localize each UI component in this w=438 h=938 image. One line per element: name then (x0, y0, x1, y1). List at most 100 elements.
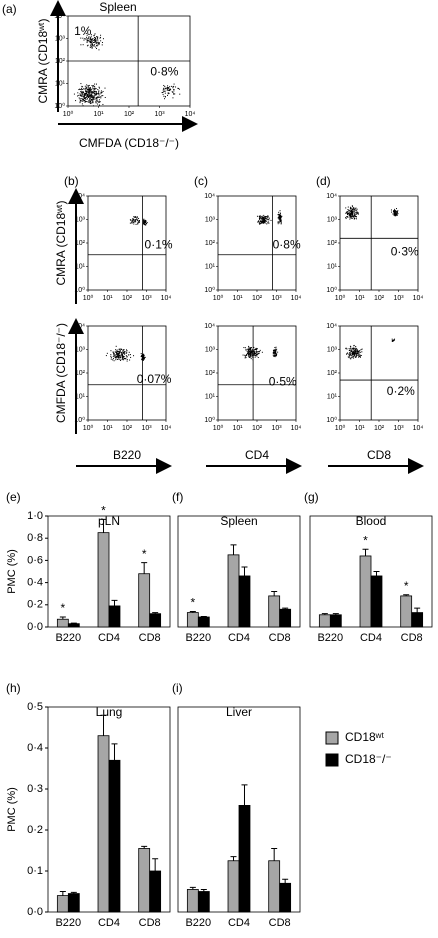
panel-title: Spleen (99, 0, 136, 14)
event-dot (393, 211, 395, 213)
event-dot (84, 85, 86, 87)
event-dot (86, 91, 88, 93)
event-dot (83, 93, 85, 95)
event-dot (357, 213, 359, 215)
event-dot (267, 218, 269, 220)
event-dot (90, 46, 92, 48)
event-dot (133, 223, 135, 225)
event-dot (351, 353, 353, 355)
event-dot (83, 98, 85, 100)
quadrant-percent: 0·2% (387, 384, 415, 398)
error-bar (414, 607, 421, 613)
y-tick-label: 0·2 (27, 599, 43, 611)
event-dot (350, 216, 352, 218)
event-dot (135, 219, 137, 221)
event-dot (91, 47, 93, 49)
event-dot (94, 44, 96, 46)
event-dot (97, 100, 99, 102)
event-dot (86, 88, 88, 90)
event-dot (138, 219, 140, 221)
x-tick-label: 10² (122, 425, 133, 432)
x-tick-label: 10⁰ (213, 424, 224, 432)
event-dot (244, 354, 246, 356)
error-bar (362, 548, 369, 556)
event-dot (82, 105, 84, 107)
x-tick-label: 10¹ (354, 425, 365, 432)
y-tick-label: 0·3 (27, 783, 43, 795)
event-dot (88, 88, 90, 90)
event-dot (141, 356, 143, 358)
significance-star: * (191, 596, 196, 610)
event-dot (143, 358, 145, 360)
event-dot (348, 354, 350, 356)
event-dot (87, 96, 89, 98)
event-dot (91, 91, 93, 93)
event-dot (394, 338, 396, 340)
event-dot (97, 93, 99, 95)
event-dot (257, 354, 259, 356)
bar (400, 595, 413, 628)
event-dot (250, 347, 252, 349)
event-dot (90, 40, 92, 42)
event-dot (394, 210, 396, 212)
event-dot (280, 221, 282, 223)
event-dot (361, 351, 363, 353)
event-dot (254, 353, 256, 355)
bar (108, 605, 121, 628)
event-dot (259, 215, 261, 217)
event-dot (84, 92, 86, 94)
event-dot (244, 355, 246, 357)
event-dot (87, 95, 89, 97)
event-dot (263, 217, 265, 219)
event-dot (117, 355, 119, 357)
event-dot (91, 92, 93, 94)
event-dot (84, 99, 86, 101)
event-dot (254, 354, 256, 356)
event-dot (252, 351, 254, 353)
event-dot (261, 218, 263, 220)
event-dot (351, 212, 353, 214)
event-dot (276, 348, 278, 350)
event-dot (143, 220, 145, 222)
event-dot (356, 353, 358, 355)
event-dot (82, 92, 84, 94)
event-dot (91, 46, 93, 48)
event-dot (96, 98, 98, 100)
event-dot (134, 220, 136, 222)
event-dot (97, 96, 99, 98)
event-dot (345, 348, 347, 350)
x-tick-label: 10⁴ (161, 425, 172, 432)
event-dot (135, 216, 137, 218)
event-dot (136, 217, 138, 219)
event-dot (102, 90, 104, 92)
event-dot (349, 216, 351, 218)
event-dot (95, 38, 97, 40)
event-dot (262, 219, 264, 221)
event-dot (90, 36, 92, 38)
event-dot (95, 94, 97, 96)
bar (359, 555, 372, 628)
event-dot (95, 88, 97, 90)
event-dot (97, 96, 99, 98)
event-dot (129, 354, 131, 356)
event-dot (173, 90, 175, 92)
event-dot (253, 350, 255, 352)
event-dot (262, 221, 264, 223)
event-dot (82, 86, 84, 88)
x-tick-label: 10² (374, 425, 385, 432)
event-dot (115, 356, 117, 358)
event-dot (354, 354, 356, 356)
event-dot (352, 206, 354, 208)
event-dot (81, 100, 83, 102)
event-dot (348, 348, 350, 350)
y-tick-label: 10³ (327, 216, 338, 223)
y-tick-label: 10⁰ (74, 286, 85, 294)
event-dot (81, 85, 83, 87)
x-tick-label: 10⁴ (185, 111, 196, 118)
event-dot (253, 346, 255, 348)
event-dot (164, 92, 166, 94)
event-dot (356, 348, 358, 350)
event-dot (124, 358, 126, 360)
event-dot (95, 100, 97, 102)
